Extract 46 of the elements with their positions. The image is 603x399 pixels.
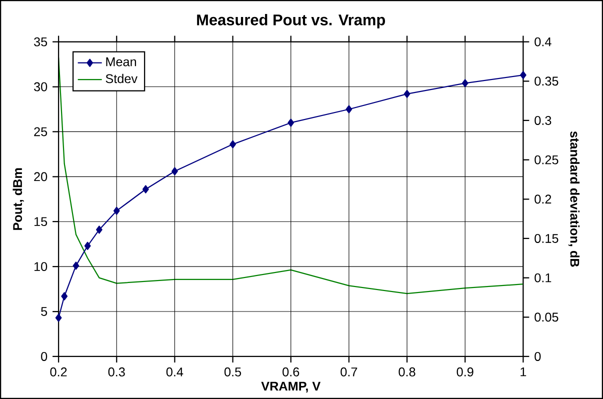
- point: [55, 314, 62, 322]
- chart-title: Measured Pout vs. Vramp: [197, 14, 386, 28]
- x-tick-label: 0.6: [282, 367, 300, 376]
- y2-tick-label: 0.1: [534, 273, 552, 282]
- legend-label: Stdev: [106, 74, 138, 84]
- point: [346, 105, 352, 114]
- y-tick-label: 25: [34, 127, 48, 136]
- point: [84, 242, 91, 250]
- y2-tick-label: 0.15: [534, 234, 558, 243]
- y2-tick-label: 0.4: [534, 37, 552, 46]
- y-tick-label: 5: [41, 307, 48, 316]
- point: [113, 206, 120, 215]
- y-tick-label: 15: [34, 217, 48, 226]
- x-tick-label: 1: [520, 367, 526, 376]
- x-tick-label: 0.7: [340, 367, 358, 376]
- x-tick-label: 0.2: [50, 367, 67, 376]
- y-tick-label: 30: [34, 82, 48, 92]
- point: [404, 90, 410, 98]
- legend-label: Mean: [106, 57, 136, 66]
- point: [142, 185, 149, 194]
- x-tick-label: 0.9: [456, 367, 474, 376]
- x-tick-label: 0.4: [166, 367, 184, 376]
- point: [172, 167, 178, 176]
- y-tick-label: 35: [34, 37, 48, 46]
- y2-axis-title: standard deviation, dB: [568, 131, 580, 267]
- x-axis-title: VRAMP, V: [261, 382, 321, 392]
- point: [288, 118, 294, 127]
- y2-tick-label: 0.35: [534, 76, 558, 86]
- y2-tick-label: 0.25: [534, 155, 558, 164]
- point: [462, 79, 468, 88]
- y2-tick-label: 0.2: [534, 194, 552, 204]
- y-tick-label: 10: [34, 262, 48, 272]
- point: [96, 226, 102, 234]
- y-tick-label: 20: [34, 172, 48, 182]
- x-tick-label: 0.3: [108, 367, 125, 376]
- point: [230, 140, 236, 148]
- y2-tick-label: 0: [534, 352, 541, 361]
- y-tick-label: 0: [41, 352, 48, 361]
- x-tick-label: 0.5: [224, 367, 242, 376]
- point: [61, 292, 68, 300]
- point: [72, 262, 80, 270]
- y2-tick-label: 0.3: [534, 116, 552, 125]
- x-tick-label: 0.8: [398, 367, 416, 376]
- point: [520, 70, 526, 80]
- y-axis-title: Pout, dBm: [12, 168, 24, 230]
- y2-tick-label: 0.05: [534, 312, 558, 322]
